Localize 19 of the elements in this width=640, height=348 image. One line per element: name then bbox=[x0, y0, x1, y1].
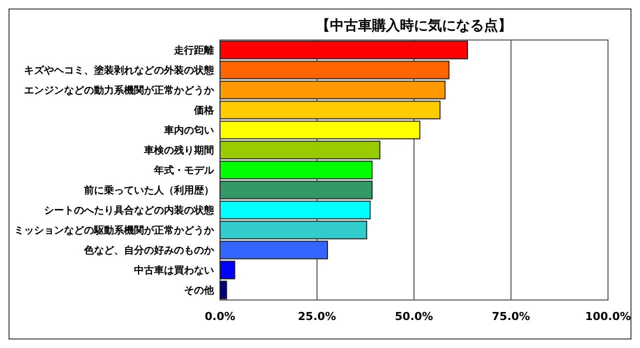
y-tick-label: 車検の残り期間 bbox=[143, 144, 214, 156]
y-tick-label: 色など、自分の好みのものか bbox=[83, 244, 215, 256]
x-tick-label: 0.0% bbox=[204, 310, 236, 323]
y-tick-label: キズやヘコミ、塗装剥れなどの外装の状態 bbox=[24, 64, 215, 76]
x-tick-label: 100.0% bbox=[585, 310, 631, 323]
y-tick-label: 年式・モデル bbox=[153, 164, 215, 176]
y-tick-label: 前に乗っていた人（利用歴） bbox=[83, 184, 214, 196]
x-tick-label: 50.0% bbox=[394, 310, 434, 323]
x-tick-label: 75.0% bbox=[492, 310, 530, 323]
x-tick-label: 25.0% bbox=[298, 310, 336, 323]
y-tick-label: その他 bbox=[184, 284, 215, 296]
y-tick-label: 中古車は買わない bbox=[134, 264, 214, 276]
y-tick-label: 価格 bbox=[193, 104, 215, 116]
y-tick-label: 車内の匂い bbox=[163, 124, 214, 136]
y-tick-label: エンジンなどの動力系機関が正常かどうか bbox=[24, 84, 215, 96]
chart-title: 【中古車購入時に気になる点】 bbox=[316, 18, 512, 34]
y-tick-label: ミッションなどの駆動系機関が正常かどうか bbox=[14, 224, 215, 236]
y-tick-label: シートのへたり具合などの内装の状態 bbox=[44, 204, 215, 216]
y-tick-label: 走行距離 bbox=[173, 44, 214, 56]
